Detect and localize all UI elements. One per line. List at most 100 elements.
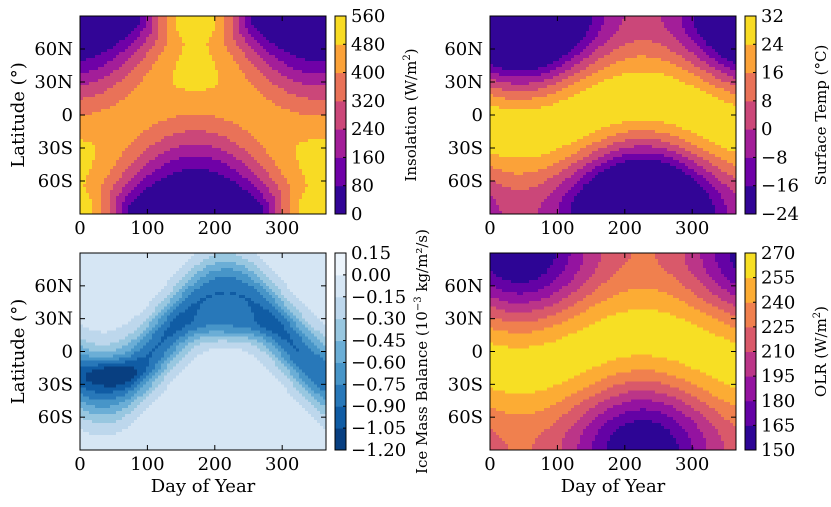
heatmap-cell (221, 190, 225, 194)
heatmap-cell (191, 85, 195, 89)
heatmap-cell (170, 40, 174, 44)
heatmap-cell (155, 40, 159, 44)
heatmap-cell (188, 169, 192, 173)
heatmap-cell (86, 172, 90, 176)
heatmap-cell (296, 79, 300, 83)
heatmap-cell (218, 43, 222, 47)
heatmap-cell (83, 172, 87, 176)
heatmap-cell (236, 160, 240, 164)
heatmap-cell (314, 130, 318, 134)
heatmap-cell (191, 139, 195, 143)
heatmap-cell (89, 25, 93, 29)
heatmap-cell (305, 16, 309, 20)
heatmap-cell (227, 52, 231, 56)
heatmap-cell (146, 106, 150, 110)
heatmap-cell (203, 148, 207, 152)
heatmap-cell (182, 28, 186, 32)
heatmap-cell (158, 184, 162, 188)
heatmap-cell (194, 64, 198, 68)
heatmap-cell (125, 154, 129, 158)
heatmap-cell (101, 22, 105, 26)
heatmap-cell (296, 145, 300, 149)
heatmap-cell (212, 193, 216, 197)
heatmap-cell (143, 22, 147, 26)
heatmap-cell (158, 67, 162, 71)
heatmap-cell (263, 124, 267, 128)
heatmap-cell (242, 151, 246, 155)
heatmap-cell (200, 34, 204, 38)
heatmap-cell (239, 133, 243, 137)
heatmap-cell (266, 46, 270, 50)
heatmap-cell (305, 103, 309, 107)
heatmap-cell (137, 109, 141, 113)
heatmap-cell (128, 190, 132, 194)
heatmap-cell (287, 181, 291, 185)
heatmap-cell (182, 52, 186, 56)
heatmap-cell (185, 139, 189, 143)
heatmap-cell (242, 118, 246, 122)
heatmap-cell (113, 109, 117, 113)
heatmap-cell (323, 151, 326, 155)
heatmap-cell (197, 43, 201, 47)
heatmap-cell (272, 31, 276, 35)
heatmap-cell (140, 82, 144, 86)
heatmap-cell (80, 100, 84, 104)
heatmap-cell (221, 148, 225, 152)
heatmap-cell (173, 64, 177, 68)
heatmap-cell (221, 40, 225, 44)
heatmap-cell (98, 46, 102, 50)
heatmap-cell (227, 154, 231, 158)
heatmap-cell (212, 37, 216, 41)
heatmap-cell (200, 124, 204, 128)
heatmap-cell (107, 28, 111, 32)
heatmap-cell (179, 190, 183, 194)
heatmap-cell (209, 31, 213, 35)
heatmap-cell (161, 40, 165, 44)
heatmap-cell (323, 178, 326, 182)
heatmap-cell (86, 196, 90, 200)
heatmap-cell (200, 133, 204, 137)
heatmap-cell (251, 64, 255, 68)
heatmap-cell (200, 142, 204, 146)
heatmap-cell (146, 70, 150, 74)
heatmap-cell (158, 127, 162, 131)
heatmap-cell (212, 19, 216, 23)
heatmap-cell (128, 19, 132, 23)
heatmap-cell (293, 82, 297, 86)
heatmap-cell (320, 157, 324, 161)
heatmap-cell (113, 169, 117, 173)
heatmap-cell (299, 19, 303, 23)
heatmap-cell (299, 145, 303, 149)
heatmap-cell (311, 148, 315, 152)
heatmap-cell (182, 97, 186, 101)
heatmap-cell (197, 76, 201, 80)
heatmap-cell (89, 166, 93, 170)
heatmap-cell (110, 157, 114, 161)
heatmap-cell (323, 172, 326, 176)
heatmap-cell (119, 157, 123, 161)
heatmap-cell (161, 103, 165, 107)
heatmap-cell (182, 142, 186, 146)
heatmap-cell (152, 193, 156, 197)
heatmap-cell (245, 142, 249, 146)
heatmap-cell (233, 28, 237, 32)
heatmap-cell (311, 157, 315, 161)
heatmap-cell (170, 61, 174, 65)
heatmap-cell (161, 145, 165, 149)
heatmap-cell (287, 31, 291, 35)
heatmap-cell (167, 190, 171, 194)
heatmap-cell (125, 127, 129, 131)
heatmap-cell (302, 49, 306, 53)
heatmap-cell (311, 76, 315, 80)
heatmap-cell (233, 82, 237, 86)
heatmap-cell (164, 31, 168, 35)
heatmap-cell (296, 91, 300, 95)
heatmap-cell (245, 88, 249, 92)
heatmap-cell (131, 76, 135, 80)
heatmap-cell (140, 187, 144, 191)
heatmap-cell (170, 196, 174, 200)
heatmap-cell (170, 58, 174, 62)
heatmap-cell (287, 67, 291, 71)
heatmap-cell (227, 25, 231, 29)
heatmap-cell (254, 112, 258, 116)
